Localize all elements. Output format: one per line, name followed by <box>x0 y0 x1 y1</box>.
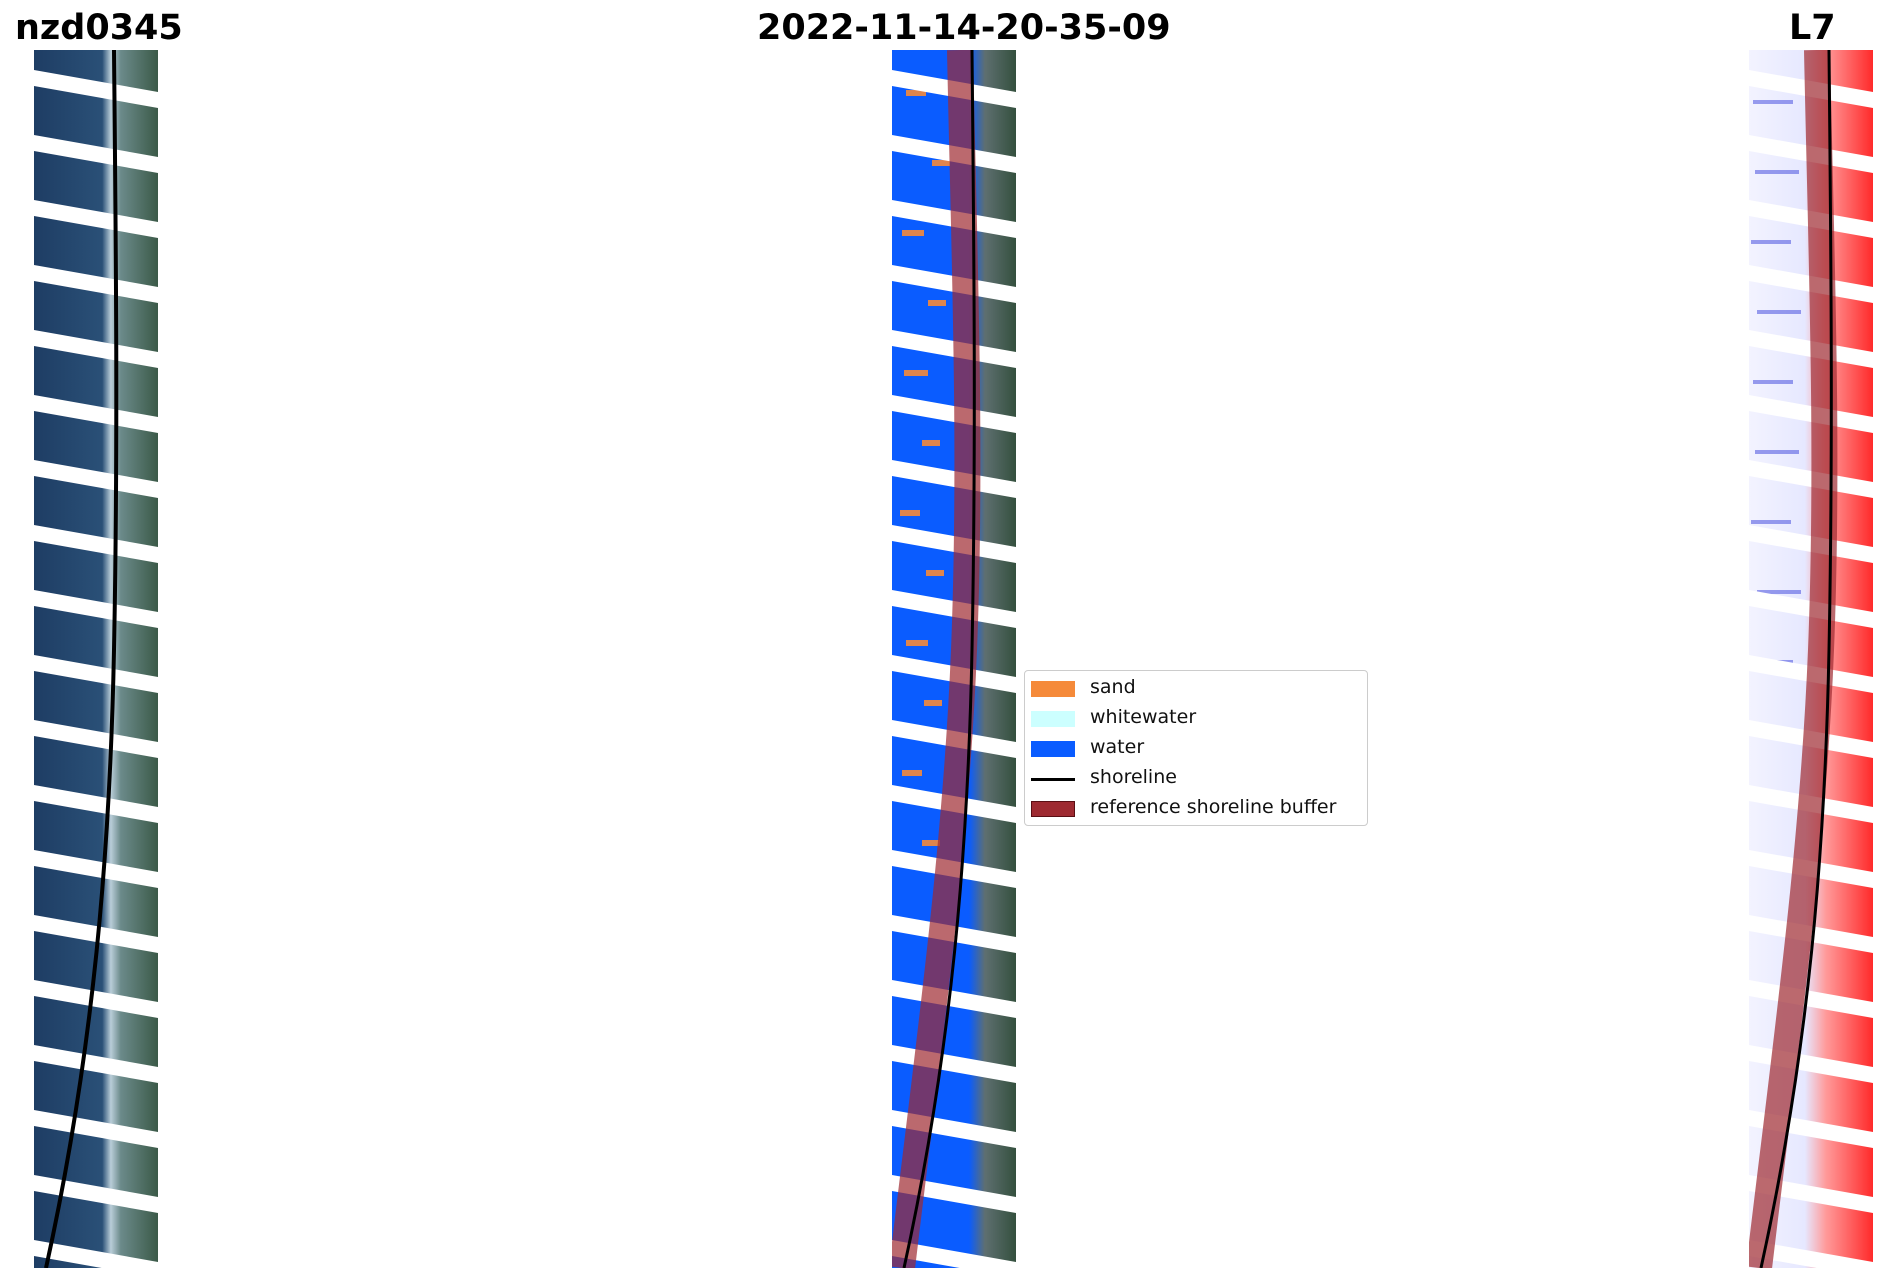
water-swatch <box>1031 741 1075 757</box>
satellite-title: L7 <box>1789 8 1836 48</box>
legend: sand whitewater water shoreline referenc… <box>1024 670 1368 826</box>
legend-label-shoreline: shoreline <box>1090 766 1177 788</box>
buffer-swatch <box>1031 801 1075 817</box>
rgb-image <box>34 50 158 1268</box>
site-title: nzd0345 <box>15 8 183 48</box>
legend-item-whitewater: whitewater <box>1025 705 1367 731</box>
mndwi-image-panel <box>1749 50 1873 1268</box>
legend-item-water: water <box>1025 735 1367 761</box>
rgb-image-panel <box>34 50 158 1268</box>
classified-image-panel <box>892 50 1016 1268</box>
sand-swatch <box>1031 681 1075 697</box>
legend-item-buffer: reference shoreline buffer <box>1025 795 1367 821</box>
legend-label-sand: sand <box>1090 676 1136 698</box>
legend-label-water: water <box>1090 736 1145 758</box>
date-title: 2022-11-14-20-35-09 <box>757 8 1171 48</box>
legend-item-sand: sand <box>1025 675 1367 701</box>
shoreline-line-icon <box>1031 778 1075 781</box>
whitewater-swatch <box>1031 711 1075 727</box>
classified-image <box>892 50 1016 1268</box>
legend-label-whitewater: whitewater <box>1090 706 1197 728</box>
legend-item-shoreline: shoreline <box>1025 765 1367 791</box>
mndwi-image <box>1749 50 1873 1268</box>
legend-label-buffer: reference shoreline buffer <box>1090 796 1337 818</box>
